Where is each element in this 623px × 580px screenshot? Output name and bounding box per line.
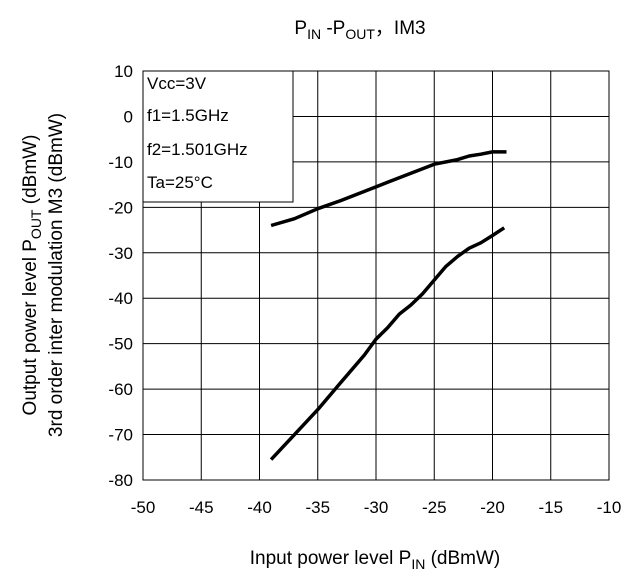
- y-axis-label-line1: Output power level POUT (dBmW): [20, 135, 44, 416]
- y-tick-label: -50: [108, 335, 133, 354]
- x-tick-label: -40: [247, 498, 272, 517]
- y-tick-label: -30: [108, 244, 133, 263]
- series-group: [269, 150, 507, 461]
- series-line-im3: [269, 226, 506, 461]
- y-tick-label: -60: [108, 380, 133, 399]
- y-tick-label: -20: [108, 198, 133, 217]
- y-tick-label: -40: [108, 289, 133, 308]
- legend-vcc: Vcc=3V: [147, 74, 207, 93]
- x-tick-labels: -50 -45 -40 -35 -30 -25 -20 -15 -10: [131, 498, 622, 517]
- x-tick-label: -50: [131, 498, 156, 517]
- chart-title: PIN -POUT，IM3: [294, 18, 425, 42]
- legend-f2: f2=1.501GHz: [147, 140, 248, 159]
- x-tick-label: -35: [305, 498, 330, 517]
- y-tick-label: -70: [108, 426, 133, 445]
- y-tick-labels: 10 0 -10 -20 -30 -40 -50 -60 -70 -80: [108, 62, 133, 490]
- x-axis-label: Input power level PIN (dBmW): [250, 548, 501, 572]
- legend-frame: [142, 70, 294, 203]
- x-tick-label: -30: [364, 498, 389, 517]
- y-tick-label: -10: [108, 153, 133, 172]
- y-tick-label: 0: [124, 107, 133, 126]
- legend-f1: f1=1.5GHz: [147, 106, 229, 125]
- x-tick-label: -45: [189, 498, 214, 517]
- legend-box: Vcc=3V f1=1.5GHz f2=1.501GHz Ta=25°C: [142, 70, 294, 203]
- x-tick-label: -10: [597, 498, 622, 517]
- x-tick-label: -25: [422, 498, 447, 517]
- y-tick-label: 10: [114, 62, 133, 81]
- x-tick-label: -15: [538, 498, 563, 517]
- plot-frame: [142, 70, 610, 481]
- legend-ta: Ta=25°C: [147, 173, 213, 192]
- series-line-pout: [270, 150, 507, 228]
- y-tick-label: -80: [108, 471, 133, 490]
- x-tick-label: -20: [480, 498, 505, 517]
- y-axis-label-line2: 3rd order inter modulation M3 (dBmW): [46, 113, 67, 437]
